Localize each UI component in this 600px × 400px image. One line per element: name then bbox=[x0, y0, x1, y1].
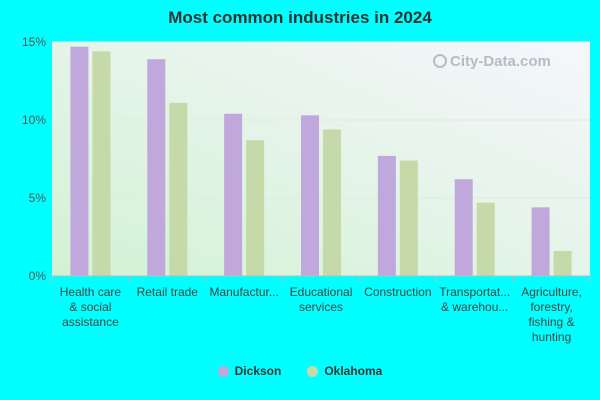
legend-item-oklahoma: Oklahoma bbox=[307, 364, 382, 378]
bar-dickson bbox=[224, 113, 243, 276]
legend-label: Dickson bbox=[234, 364, 282, 378]
x-category-label: Manufactur... bbox=[209, 285, 278, 299]
grid-lines bbox=[52, 41, 590, 199]
bar-oklahoma bbox=[169, 102, 188, 276]
watermark: City-Data.com bbox=[433, 53, 551, 70]
bar-oklahoma bbox=[476, 202, 495, 276]
x-category-label: Educational services bbox=[290, 285, 353, 314]
bar-oklahoma bbox=[553, 251, 572, 276]
bar-oklahoma bbox=[399, 160, 418, 276]
y-tick-label: 0% bbox=[29, 269, 47, 283]
x-category-label: Agriculture, forestry, fishing & hunting bbox=[521, 285, 582, 344]
bars bbox=[70, 46, 572, 277]
x-category-label: Health care & social assistance bbox=[60, 285, 122, 329]
bar-dickson bbox=[531, 207, 550, 276]
legend-swatch bbox=[307, 365, 319, 377]
bar-dickson bbox=[147, 59, 166, 276]
chart-title: Most common industries in 2024 bbox=[168, 8, 432, 27]
legend-swatch bbox=[217, 365, 229, 377]
bar-oklahoma bbox=[323, 129, 341, 276]
bar-dickson bbox=[70, 46, 89, 277]
bar-oklahoma bbox=[92, 51, 111, 276]
watermark-logo-icon bbox=[433, 54, 447, 68]
x-category-label: Transportat... & warehou... bbox=[439, 285, 510, 314]
watermark-text: City-Data.com bbox=[450, 53, 551, 70]
x-category-label: Retail trade bbox=[137, 285, 199, 299]
axes: 0% 5% 10% 15% Health care & social assistance R… bbox=[22, 35, 591, 344]
bar-dickson bbox=[454, 179, 473, 276]
x-category-label: Construction bbox=[364, 285, 431, 299]
plot-area bbox=[52, 42, 590, 276]
legend: Dickson Oklahoma bbox=[0, 364, 600, 378]
bar-dickson bbox=[377, 155, 396, 276]
y-tick-label: 10% bbox=[22, 113, 46, 127]
legend-item-dickson: Dickson bbox=[217, 364, 282, 378]
y-tick-label: 5% bbox=[29, 191, 47, 205]
y-tick-label: 15% bbox=[22, 35, 46, 49]
bar-dickson bbox=[301, 115, 319, 276]
bar-oklahoma bbox=[246, 140, 265, 276]
legend-label: Oklahoma bbox=[324, 364, 383, 378]
